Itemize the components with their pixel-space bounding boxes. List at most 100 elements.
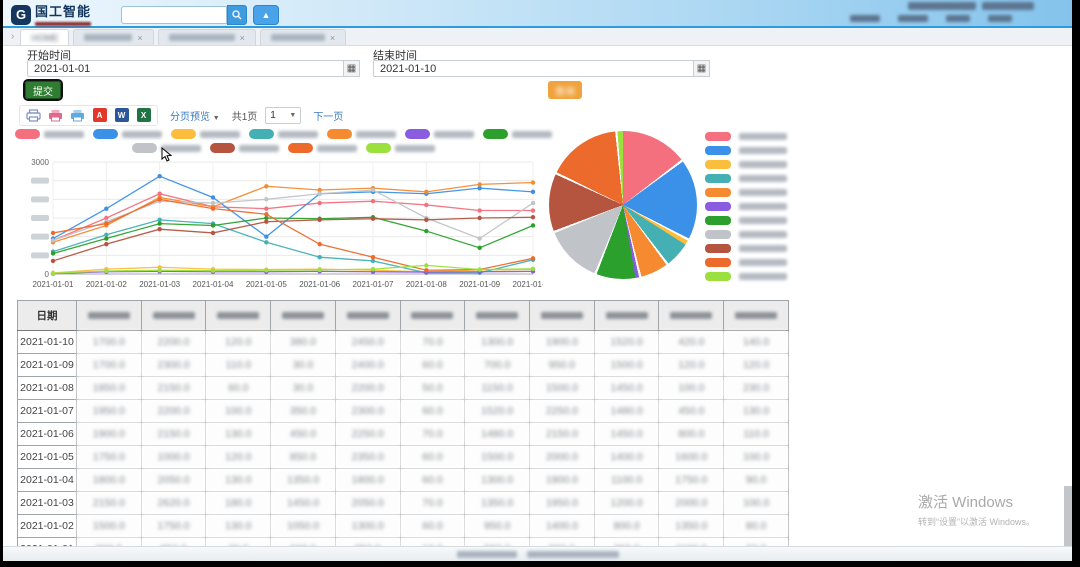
nav-item-blurred[interactable] [988, 15, 1012, 22]
data-point[interactable] [104, 236, 109, 241]
line-legend-item-9[interactable] [209, 143, 279, 153]
data-point[interactable] [264, 240, 269, 245]
data-point[interactable] [317, 200, 322, 206]
data-point[interactable] [317, 241, 322, 247]
tabs-scroll-left-icon[interactable]: › [11, 31, 15, 42]
data-point[interactable] [157, 227, 162, 232]
data-point[interactable] [477, 267, 482, 272]
data-point[interactable] [424, 189, 429, 195]
data-point[interactable] [104, 221, 109, 226]
data-point[interactable] [157, 268, 162, 273]
tab-blurred-1[interactable]: × [73, 29, 154, 45]
line-legend-item-5[interactable] [326, 129, 396, 139]
line-legend-item-10[interactable] [287, 143, 357, 153]
print-settings-icon[interactable] [70, 108, 85, 123]
tab-close-icon[interactable]: × [137, 32, 143, 43]
data-point[interactable] [104, 241, 109, 247]
data-point[interactable] [50, 258, 56, 264]
data-point[interactable] [157, 173, 162, 179]
tab-blurred-2[interactable]: × [157, 29, 256, 45]
print-icon[interactable] [48, 108, 63, 123]
data-point[interactable] [370, 266, 376, 272]
pie-legend-item-3[interactable] [705, 160, 787, 169]
table-row[interactable]: 2021-01-07 1950.0 2200.0 100.0 350.0 2300.0 60… [17, 399, 789, 423]
data-point[interactable] [317, 191, 322, 196]
nav-item-blurred[interactable] [850, 15, 880, 22]
line-series-9[interactable] [52, 216, 534, 262]
data-point[interactable] [157, 217, 162, 223]
data-point[interactable] [317, 187, 322, 193]
next-page-button[interactable]: 下一页 [313, 111, 344, 123]
table-row[interactable]: 2021-01-01900.0950.030.0600.0850.010.055… [17, 537, 789, 546]
app-launcher-button[interactable]: ▲ [253, 5, 279, 25]
data-point[interactable] [157, 221, 162, 226]
submit-button[interactable]: 提交 [23, 79, 63, 101]
data-point[interactable] [210, 268, 216, 273]
data-point[interactable] [530, 189, 536, 195]
data-point[interactable] [264, 197, 269, 202]
data-point[interactable] [264, 215, 269, 221]
data-point[interactable] [104, 206, 109, 211]
tab-home[interactable]: HOME [20, 29, 70, 45]
pie-legend-item-9[interactable] [705, 244, 787, 253]
table-row[interactable]: 2021-01-04 1800.0 2050.0 130.0 1350.0 1800.0 6… [17, 468, 789, 492]
pie-legend-item-1[interactable] [705, 132, 787, 141]
data-point[interactable] [210, 200, 216, 206]
data-point[interactable] [210, 195, 216, 200]
data-point[interactable] [264, 219, 269, 224]
query-button[interactable]: 查询 [548, 81, 582, 99]
start-date-input[interactable]: 2021-01-01 [27, 60, 344, 77]
paging-preview-dropdown[interactable]: 分页预览 ▼ [170, 111, 220, 123]
line-legend-item-11[interactable] [365, 143, 435, 153]
data-point[interactable] [370, 258, 376, 264]
data-point[interactable] [264, 212, 269, 217]
tab-blurred-3[interactable]: × [259, 29, 347, 45]
data-point[interactable] [50, 230, 56, 236]
data-point[interactable] [530, 266, 536, 271]
nav-item-blurred[interactable] [898, 15, 928, 22]
line-legend-item-1[interactable] [14, 129, 84, 139]
pie-legend-item-10[interactable] [705, 258, 787, 267]
data-point[interactable] [424, 228, 429, 234]
table-row[interactable]: 2021-01-09 1700.0 2300.0 110.0 30.0 2400.0 60.… [17, 353, 789, 377]
line-series-10[interactable] [52, 198, 534, 271]
pie-legend-item-7[interactable] [705, 216, 787, 225]
data-point[interactable] [530, 223, 536, 228]
data-point[interactable] [477, 208, 482, 213]
excel-export-icon[interactable]: X [136, 108, 151, 123]
line-series-7[interactable] [52, 216, 534, 255]
table-row[interactable]: 2021-01-10 1700.0 2200.0 120.0 380.0 2450.0 70… [17, 330, 789, 354]
data-point[interactable] [477, 215, 482, 221]
line-series-4[interactable] [52, 219, 534, 274]
pie-legend-item-8[interactable] [705, 230, 787, 239]
data-point[interactable] [264, 268, 269, 273]
data-point[interactable] [210, 223, 216, 228]
search-icon[interactable] [227, 5, 247, 25]
data-point[interactable] [477, 245, 482, 251]
end-date-input[interactable]: 2021-01-10 [373, 60, 694, 77]
line-legend-item-6[interactable] [404, 129, 474, 139]
table-row[interactable]: 2021-01-08 1850.0 2150.0 60.0 30.0 2200.0 50.0… [17, 376, 789, 400]
pie-legend-item-11[interactable] [705, 272, 787, 281]
print-preview-icon[interactable] [26, 108, 41, 123]
table-row[interactable]: 2021-01-03 2150.0 2620.0 180.0 1450.0 2050.0 7… [17, 491, 789, 515]
data-point[interactable] [477, 236, 482, 241]
tab-close-icon[interactable]: × [329, 32, 336, 43]
data-point[interactable] [210, 230, 216, 236]
line-legend-item-4[interactable] [248, 129, 318, 139]
data-point[interactable] [370, 199, 376, 204]
data-point[interactable] [530, 208, 536, 213]
line-legend-item-3[interactable] [170, 129, 240, 139]
data-point[interactable] [104, 215, 109, 221]
line-series-6[interactable] [52, 270, 534, 275]
start-date-calendar-icon[interactable]: ▦ [343, 60, 360, 77]
data-point[interactable] [50, 271, 56, 276]
page-select[interactable]: 1 ▼ [265, 106, 302, 124]
pie-chart[interactable] [549, 131, 697, 279]
data-point[interactable] [530, 180, 536, 185]
table-row[interactable]: 2021-01-06 1900.0 2150.0 130.0 450.0 2250.0 70… [17, 422, 789, 446]
data-point[interactable] [424, 217, 429, 223]
pie-legend-item-5[interactable] [705, 188, 787, 197]
data-point[interactable] [50, 238, 56, 243]
data-point[interactable] [157, 197, 162, 202]
